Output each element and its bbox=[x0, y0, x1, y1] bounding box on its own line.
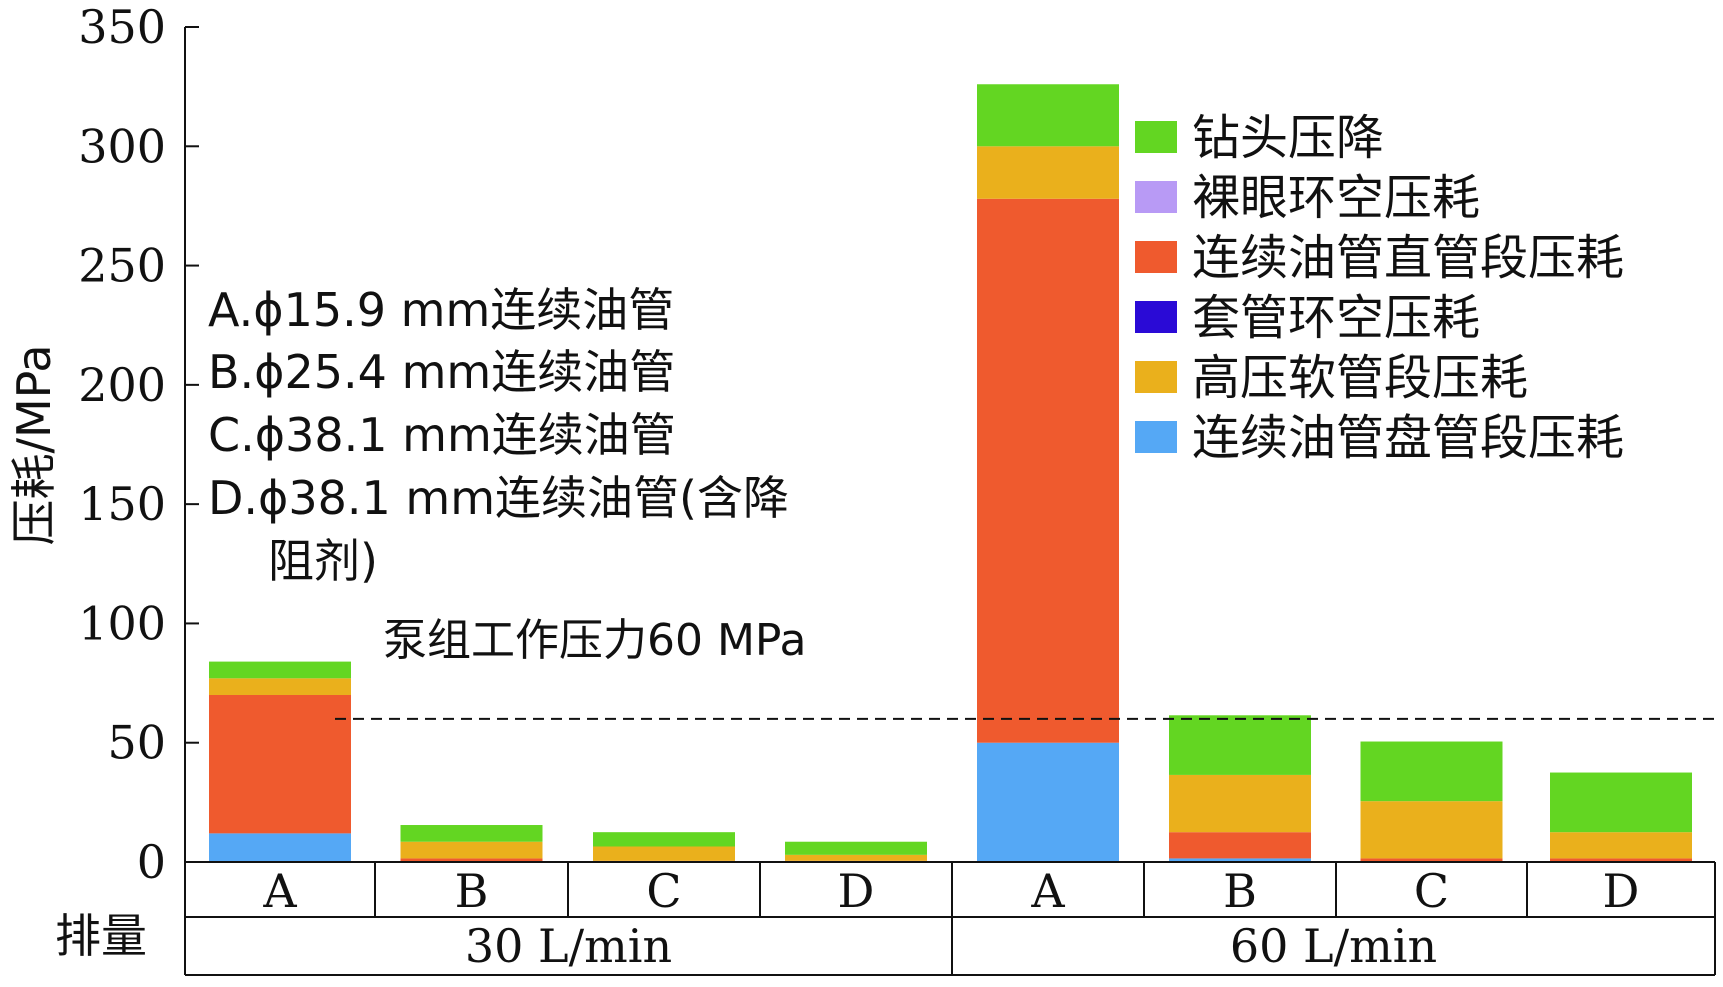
y-tick-label-50: 50 bbox=[107, 716, 166, 770]
bar-segment-4-6 bbox=[785, 841, 927, 855]
annotation-3: C.ϕ38.1 mm连续油管 bbox=[208, 408, 676, 462]
category-label-4: D bbox=[838, 864, 875, 918]
bar-segment-3-6 bbox=[593, 832, 735, 847]
category-label-6: B bbox=[1223, 864, 1257, 918]
x-row-title: 排量 bbox=[55, 909, 147, 963]
annotations: A.ϕ15.9 mm连续油管 B.ϕ25.4 mm连续油管 C.ϕ38.1 mm连续… bbox=[208, 283, 789, 588]
legend-label-6: 连续油管盘管段压耗 bbox=[1192, 410, 1624, 466]
bar-segment-2-6 bbox=[400, 825, 543, 842]
y-tick-label-300: 300 bbox=[78, 119, 166, 173]
category-label-8: D bbox=[1603, 864, 1640, 918]
legend-label-4: 套管环空压耗 bbox=[1192, 290, 1480, 346]
bar-segment-6-6 bbox=[1169, 715, 1311, 775]
category-label-7: C bbox=[1414, 864, 1449, 918]
bars-layer bbox=[209, 84, 1692, 862]
category-label-5: A bbox=[1030, 864, 1065, 918]
legend-label-2: 裸眼环空压耗 bbox=[1192, 170, 1480, 226]
bar-segment-1-6 bbox=[209, 661, 351, 679]
bar-segment-1-1 bbox=[209, 833, 351, 862]
bar-segment-2-4 bbox=[400, 841, 543, 859]
legend-swatch-6 bbox=[1135, 421, 1177, 453]
y-tick-label-150: 150 bbox=[78, 477, 166, 531]
bar-segment-6-3 bbox=[1169, 832, 1311, 859]
annotation-4: D.ϕ38.1 mm连续油管(含降 bbox=[208, 471, 789, 525]
bar-segment-2-3 bbox=[400, 858, 543, 862]
bar-segment-6-1 bbox=[1169, 858, 1311, 862]
bar-segment-5-1 bbox=[977, 742, 1119, 862]
bar-segment-5-6 bbox=[977, 84, 1119, 147]
bar-segment-4-4 bbox=[785, 854, 927, 861]
bar-segment-1-4 bbox=[209, 678, 351, 695]
bar-segment-1-3 bbox=[209, 695, 351, 834]
y-tick-label-200: 200 bbox=[78, 358, 166, 412]
legend-swatch-3 bbox=[1135, 241, 1177, 273]
bar-segment-3-4 bbox=[593, 846, 735, 861]
bar-segment-7-3 bbox=[1360, 858, 1503, 862]
legend-label-5: 高压软管段压耗 bbox=[1192, 350, 1528, 406]
reference-line-label: 泵组工作压力60 MPa bbox=[383, 615, 806, 666]
axes-layer: 0 50 100 150 200 250 300 350 压耗/MPa bbox=[7, 0, 199, 889]
legend-swatch-5 bbox=[1135, 361, 1177, 393]
legend-label-1: 钻头压降 bbox=[1192, 110, 1384, 166]
bar-segment-5-4 bbox=[977, 146, 1119, 199]
bar-segment-8-4 bbox=[1550, 832, 1692, 859]
annotation-2: B.ϕ25.4 mm连续油管 bbox=[208, 345, 675, 399]
category-label-2: B bbox=[455, 864, 489, 918]
x-category-table: 30 L/min 60 L/min A B C D A B C D 排量 bbox=[55, 861, 1716, 976]
annotation-1: A.ϕ15.9 mm连续油管 bbox=[208, 283, 674, 337]
annotation-5: 阻剂) bbox=[268, 534, 378, 588]
legend-swatch-2 bbox=[1135, 181, 1177, 213]
y-tick-label-350: 350 bbox=[78, 0, 166, 54]
legend-label-3: 连续油管直管段压耗 bbox=[1192, 230, 1624, 286]
y-tick-label-250: 250 bbox=[78, 239, 166, 293]
bar-segment-7-6 bbox=[1360, 741, 1503, 802]
bar-segment-6-4 bbox=[1169, 774, 1311, 833]
bar-segment-5-3 bbox=[977, 198, 1119, 743]
bar-segment-8-6 bbox=[1550, 772, 1692, 833]
legend-swatch-1 bbox=[1135, 121, 1177, 153]
reference-line-layer: 泵组工作压力60 MPa bbox=[335, 615, 1715, 720]
y-tick-label-0: 0 bbox=[137, 835, 166, 889]
category-label-3: C bbox=[646, 864, 681, 918]
category-label-1: A bbox=[262, 864, 297, 918]
y-axis-title: 压耗/MPa bbox=[7, 344, 61, 545]
group-label-2: 60 L/min bbox=[1230, 919, 1437, 973]
bar-segment-7-4 bbox=[1360, 801, 1503, 859]
y-tick-label-100: 100 bbox=[78, 596, 166, 650]
group-label-1: 30 L/min bbox=[465, 919, 672, 973]
legend-swatch-4 bbox=[1135, 301, 1177, 333]
bar-segment-8-3 bbox=[1550, 858, 1692, 862]
legend: 钻头压降裸眼环空压耗连续油管直管段压耗套管环空压耗高压软管段压耗连续油管盘管段压… bbox=[1135, 110, 1624, 466]
